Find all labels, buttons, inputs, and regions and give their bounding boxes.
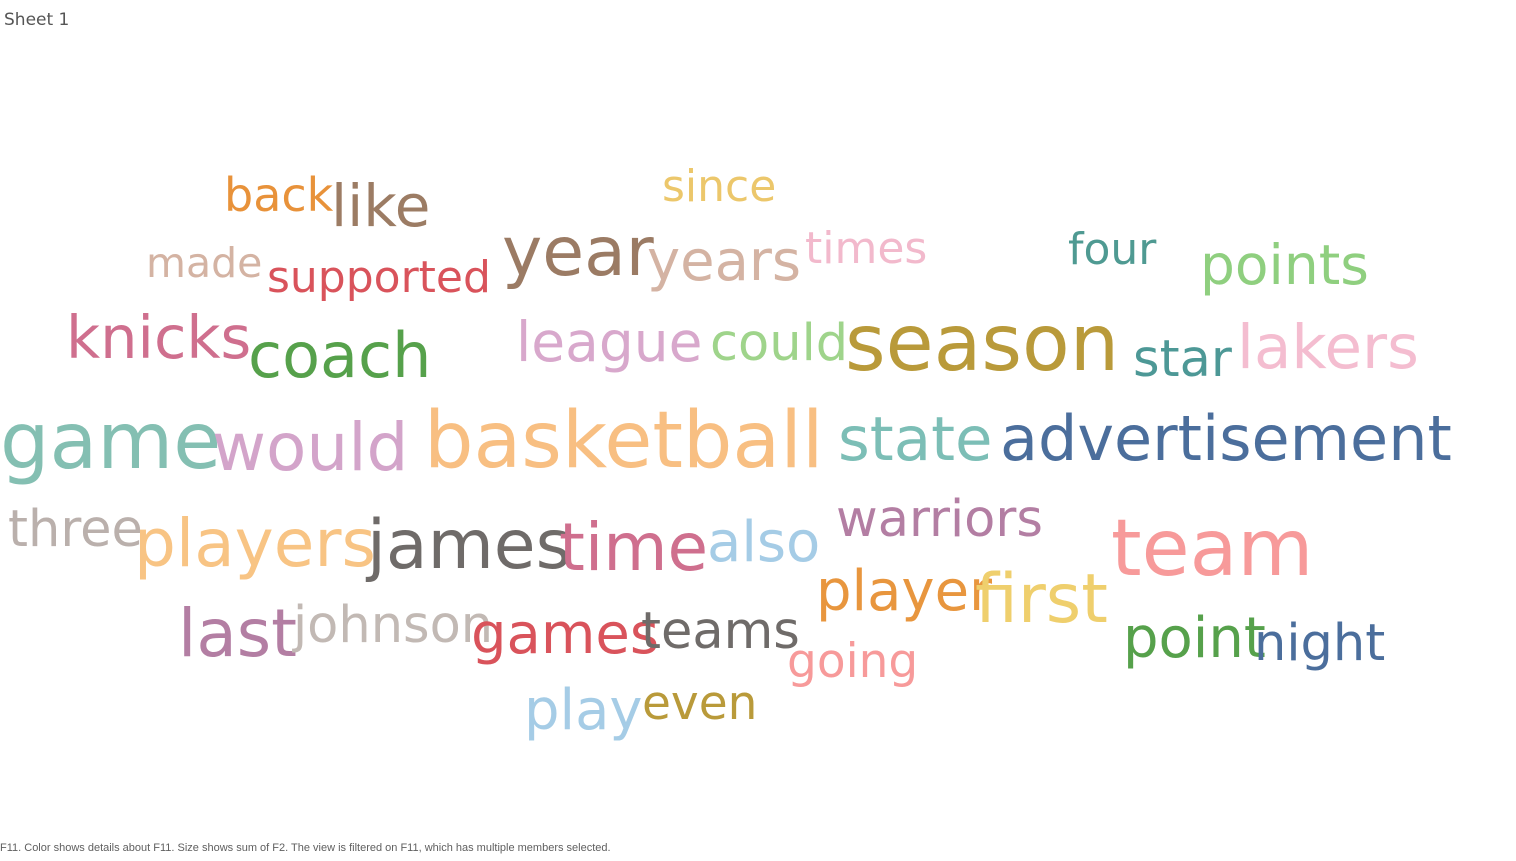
word-coach[interactable]: coach — [248, 319, 431, 392]
word-advertisement[interactable]: advertisement — [1000, 402, 1452, 475]
word-league[interactable]: league — [516, 310, 702, 374]
word-going[interactable]: going — [787, 634, 918, 689]
word-since[interactable]: since — [662, 161, 776, 212]
word-season[interactable]: season — [845, 299, 1119, 389]
word-players[interactable]: players — [134, 505, 376, 582]
word-point[interactable]: point — [1123, 606, 1266, 671]
word-made[interactable]: made — [146, 239, 262, 287]
word-last[interactable]: last — [178, 595, 297, 672]
word-years[interactable]: years — [647, 229, 801, 294]
word-lakers[interactable]: lakers — [1237, 312, 1419, 383]
word-three[interactable]: three — [8, 500, 143, 559]
word-warriors[interactable]: warriors — [836, 490, 1043, 549]
word-first[interactable]: first — [975, 560, 1108, 639]
word-games[interactable]: games — [471, 602, 659, 667]
chart-caption: F11. Color shows details about F11. Size… — [0, 842, 611, 854]
word-back[interactable]: back — [224, 168, 334, 222]
word-johnson[interactable]: johnson — [292, 596, 493, 655]
word-would[interactable]: would — [212, 409, 408, 486]
word-even[interactable]: even — [642, 676, 757, 731]
word-also[interactable]: also — [707, 510, 820, 575]
word-james[interactable]: james — [365, 506, 571, 585]
word-supported[interactable]: supported — [267, 252, 491, 303]
word-like[interactable]: like — [331, 172, 430, 240]
word-basketball[interactable]: basketball — [424, 396, 824, 486]
word-player[interactable]: player — [816, 559, 993, 624]
word-team[interactable]: team — [1111, 504, 1313, 594]
word-star[interactable]: star — [1133, 330, 1232, 389]
word-year[interactable]: year — [502, 213, 654, 292]
sheet-title: Sheet 1 — [4, 10, 70, 30]
word-game[interactable]: game — [0, 397, 221, 487]
word-times[interactable]: times — [805, 223, 927, 274]
word-could[interactable]: could — [710, 314, 848, 373]
word-teams[interactable]: teams — [641, 602, 800, 661]
word-play[interactable]: play — [524, 678, 643, 743]
word-state[interactable]: state — [838, 404, 993, 475]
word-knicks[interactable]: knicks — [66, 303, 251, 372]
word-points[interactable]: points — [1200, 233, 1369, 297]
word-four[interactable]: four — [1068, 224, 1157, 275]
word-time[interactable]: time — [559, 509, 708, 586]
word-night[interactable]: night — [1254, 614, 1385, 673]
